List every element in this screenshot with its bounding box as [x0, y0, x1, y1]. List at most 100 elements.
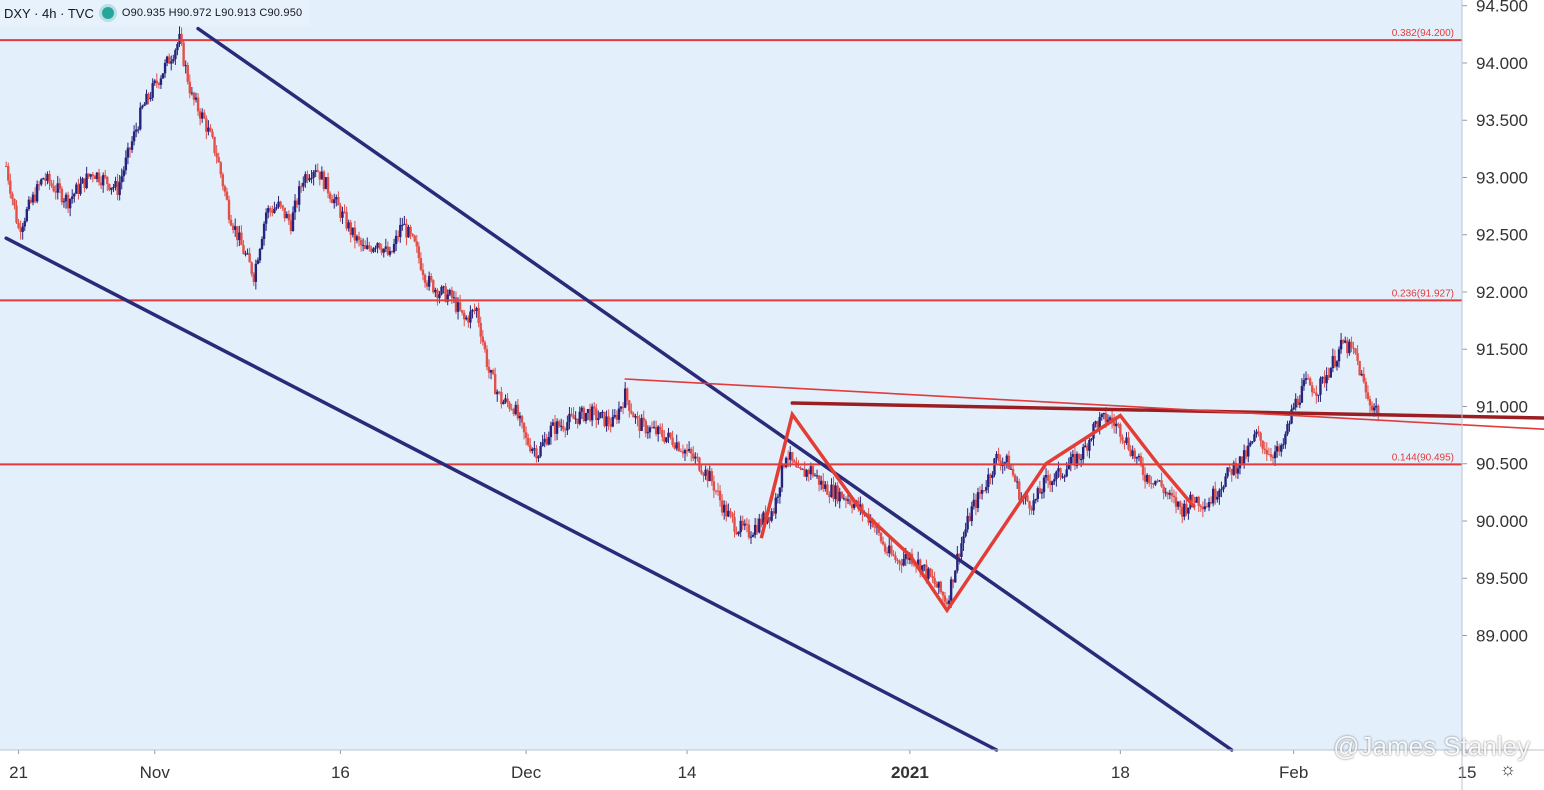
candle-body [681, 451, 685, 454]
candle-body [980, 490, 984, 494]
candle-body [840, 491, 843, 499]
candle-body [415, 241, 418, 247]
candle-body [1170, 492, 1174, 496]
candle-body [846, 499, 850, 501]
candle-body [215, 152, 218, 158]
symbol-label[interactable]: DXY · 4h · TVC [4, 5, 94, 21]
candle-body [359, 240, 363, 246]
candle-body [685, 450, 689, 452]
candle-body [1193, 500, 1196, 503]
candle-body [1143, 474, 1147, 482]
candle-body [1294, 398, 1297, 408]
candle-body [669, 432, 672, 438]
candle-body [529, 445, 532, 452]
candle-body [33, 194, 37, 202]
candle-body [1337, 349, 1341, 362]
candle-body [271, 210, 274, 213]
wedge-zigzag[interactable] [759, 410, 1196, 614]
candle-body [601, 411, 604, 413]
candle-body [46, 174, 49, 181]
candle-body [1302, 380, 1306, 387]
candle-body [291, 212, 295, 232]
candle-body [1242, 450, 1246, 464]
candle-body [333, 199, 336, 204]
candle-body [475, 308, 478, 311]
candle-body [328, 193, 332, 199]
candle-body [813, 475, 817, 477]
candle-body [361, 245, 365, 247]
candle-body [248, 253, 251, 263]
candle-body [465, 317, 468, 320]
candle-body [366, 245, 369, 249]
candle-body [710, 471, 714, 482]
candle-body [4, 166, 8, 168]
candle-body [481, 336, 484, 343]
candle-body [141, 105, 144, 108]
candle-body [157, 83, 161, 85]
candle-body [557, 421, 561, 427]
candle-body [13, 198, 16, 206]
candle-body [1117, 423, 1120, 425]
candle-body [1098, 417, 1101, 428]
candle-body [822, 480, 825, 489]
trendline-channel-upper[interactable] [196, 26, 1234, 752]
candle-body [526, 437, 530, 446]
candle-body [962, 536, 965, 544]
candle-body [1280, 445, 1283, 452]
symbol-legend[interactable]: DXY · 4h · TVC O90.935 H90.972 L90.913 C… [0, 0, 311, 26]
candle-body [735, 531, 738, 535]
candle-body [413, 235, 416, 242]
candle-body [456, 302, 460, 312]
candle-body [815, 475, 819, 477]
candle-body [1356, 353, 1359, 361]
candle-body [1228, 467, 1231, 470]
candle-body [826, 484, 829, 495]
candle-body [929, 568, 932, 576]
candle-body [673, 445, 676, 449]
candle-body [1263, 448, 1266, 451]
trendline-thin-resistance[interactable] [624, 378, 1544, 435]
candle-body [516, 404, 520, 419]
candle-body [425, 282, 429, 287]
trendline-channel-lower[interactable] [4, 236, 999, 752]
candle-body [469, 311, 472, 323]
time-tick-label: Nov [140, 763, 171, 782]
candle-body [970, 506, 973, 522]
candle-body [659, 426, 662, 430]
candle-body [240, 232, 243, 246]
candle-body [310, 177, 313, 179]
price-tick-label: 93.000 [1476, 168, 1528, 187]
candle-body [1053, 479, 1056, 482]
candle-body [607, 416, 610, 425]
candle-body [1261, 440, 1264, 449]
candle-body [184, 65, 187, 67]
candle-body [824, 484, 827, 489]
candle-body [797, 467, 800, 469]
settings-gear-icon[interactable]: ☼ [1499, 759, 1517, 779]
candle-body [448, 290, 451, 295]
candle-body [927, 568, 930, 579]
candle-body [1065, 469, 1068, 477]
candle-body [1075, 453, 1079, 466]
candle-body [978, 492, 982, 494]
candle-body [460, 310, 464, 313]
candle-body [1317, 394, 1320, 396]
candle-body [1015, 481, 1019, 483]
candle-body [83, 178, 86, 189]
price-axis[interactable]: 94.500 94.000 93.500 93.000 92.500 92.000 91.5… [1462, 0, 1528, 645]
candle-body [966, 515, 969, 530]
candle-body [1086, 445, 1089, 451]
candle-body [95, 172, 99, 180]
time-axis[interactable]: 21 Nov 16 Dec 14 2021 18 Feb 15 [9, 750, 1476, 782]
candle-body [510, 408, 513, 410]
candle-body [504, 398, 507, 402]
candle-body [634, 416, 637, 418]
candle-body [1059, 468, 1062, 478]
candle-body [1226, 467, 1229, 477]
candle-body [1224, 476, 1227, 487]
candle-body [745, 523, 749, 525]
candle-body [692, 453, 695, 459]
candle-body [786, 457, 790, 460]
candle-body [883, 544, 887, 552]
